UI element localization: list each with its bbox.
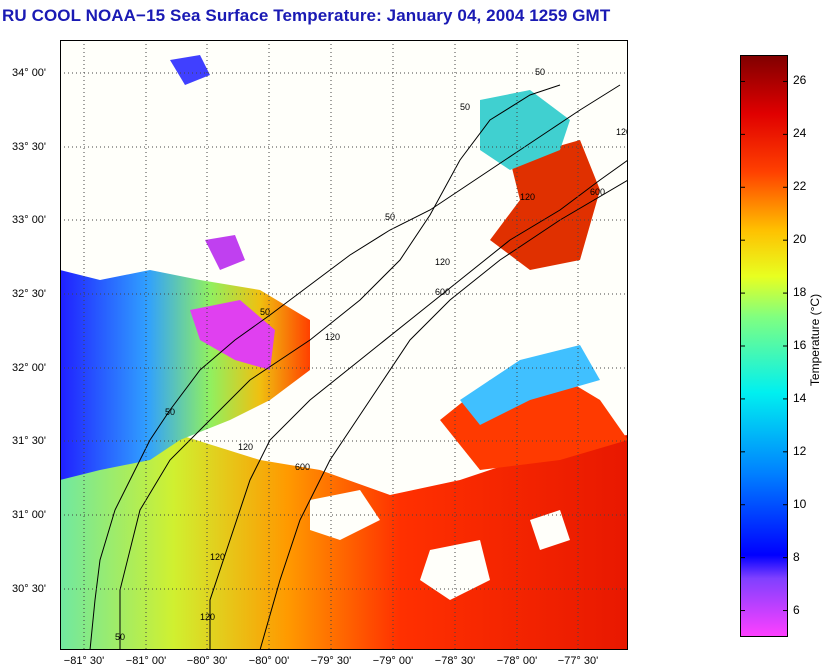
lat-label: 31° 00' [12,509,47,521]
contour-label: 50 [460,102,470,112]
contour-label: 50 [385,212,395,222]
southern-warm-region [60,435,628,650]
contour-label: 50 [165,407,175,417]
small-blue-patch [170,55,210,85]
lat-label: 32° 30' [12,288,47,300]
cool-filament [460,345,600,425]
lon-label: −78° 30' [434,655,476,667]
colorbar-tick-label: 22 [793,179,807,194]
lat-label: 32° 00' [12,362,47,374]
map-frame [60,40,628,650]
small-cloud-patch-3 [530,510,570,550]
lon-label: −80° 00' [248,655,290,667]
map-title: RU COOL NOAA−15 Sea Surface Temperature:… [2,6,611,25]
colorbar-tick-label: 16 [793,338,807,352]
contour-label: 50 [535,67,545,77]
colorbar-tick-label: 26 [793,73,807,88]
contour-label: 120 [616,127,628,137]
isobath-50 [119,84,561,650]
lat-label: 33° 30' [12,141,47,153]
contour-label: 600 [590,187,605,197]
contour-label: 600 [295,462,310,472]
contour-label: 600 [435,287,450,297]
colorbar-tick-label: 8 [793,549,800,564]
contour-label: 120 [520,192,535,202]
colorbar-tick-label: 20 [793,232,807,247]
colorbar-tick-label: 24 [793,126,807,141]
lon-label: −77° 30' [557,655,599,667]
contour-label: 50 [115,632,125,642]
colorbar-tick-label: 12 [793,443,807,458]
lat-label: 33° 00' [12,214,47,226]
colorbar-ticks [740,80,788,612]
colorbar-tick-label: 18 [793,285,807,300]
teal-ne [480,90,570,170]
colorbar-tick-label: 14 [793,390,807,405]
colorbar-tick-label: 10 [793,496,807,511]
contour-label: 120 [325,332,340,342]
lon-label: −78° 00' [496,655,538,667]
colorbar-tick-label: 6 [793,602,800,617]
contour-label: 120 [200,612,215,622]
temperature-colorbar [740,55,788,637]
lon-label: −81° 30' [63,655,105,667]
magenta-region [190,300,275,370]
contour-label: 120 [238,442,253,452]
small-cloud-patch-2 [420,540,490,600]
lat-label: 34° 00' [12,67,47,79]
lon-label: −79° 30' [310,655,352,667]
contour-label: 50 [260,307,270,317]
lat-label: 31° 30' [12,435,47,447]
lat-label: 30° 30' [12,583,47,595]
lon-label: −79° 00' [372,655,414,667]
lon-label: −80° 30' [186,655,228,667]
colorbar-title: Temperature (°C) [808,293,822,387]
small-magenta-patch [205,235,245,270]
coastline [89,84,621,650]
graticule [60,40,628,650]
isobath-120 [209,159,628,650]
lon-label: −81° 00' [125,655,167,667]
contour-label: 120 [210,552,225,562]
colorbar-fill [740,55,788,637]
sst-map[interactable]: 50 50 50 50 50 50 120 120 120 120 120 12… [60,40,628,650]
isobath-600 [259,179,628,650]
contour-label: 120 [435,257,450,267]
